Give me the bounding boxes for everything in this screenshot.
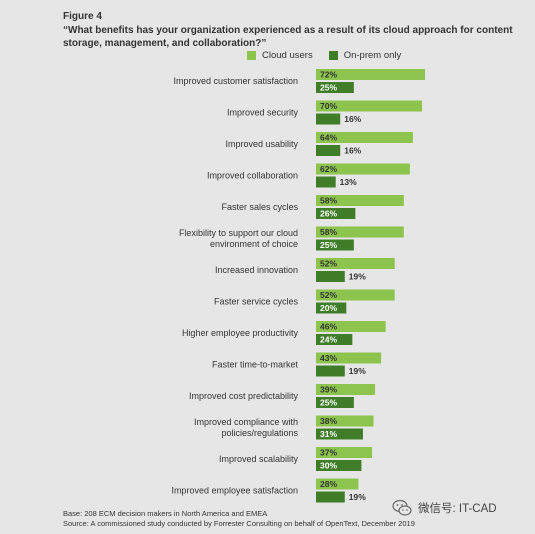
footer-source: Source: A commissioned study conducted b… <box>63 518 415 528</box>
value-label-onprem: 26% <box>320 209 337 219</box>
legend-label-cloud: Cloud users <box>262 50 313 61</box>
category-label: Improved usability <box>225 139 298 149</box>
category-label: Faster service cycles <box>214 297 299 307</box>
category-label: Increased innovation <box>215 265 298 275</box>
value-label-cloud: 52% <box>320 290 337 300</box>
value-label-onprem: 13% <box>340 177 357 187</box>
bar-onprem <box>316 239 354 251</box>
value-label-onprem: 25% <box>320 83 337 93</box>
bar-cloud <box>316 352 382 364</box>
bar-cloud <box>316 447 373 458</box>
value-label-cloud: 28% <box>320 479 337 489</box>
legend-swatch-cloud <box>247 51 256 60</box>
legend-item-onprem: On-prem only <box>328 50 402 61</box>
value-label-onprem: 19% <box>349 366 366 376</box>
value-label-cloud: 52% <box>320 259 337 269</box>
bar-cloud <box>316 195 404 206</box>
footer-base: Base: 208 ECM decision makers in North A… <box>63 509 268 518</box>
bar-cloud <box>316 132 413 143</box>
category-label: Improved customer satisfaction <box>173 76 298 86</box>
value-label-onprem: 20% <box>320 303 337 313</box>
legend-label-onprem: On-prem only <box>343 50 402 61</box>
figure-label: Figure 4 <box>63 11 102 22</box>
bar-cloud <box>316 163 410 175</box>
bar-cloud <box>316 226 404 238</box>
value-label-cloud: 43% <box>320 353 337 363</box>
category-label: Faster time-to-market <box>212 360 299 370</box>
category-label: Flexibility to support our cloud environm… <box>179 228 298 249</box>
category-label: Improved cost predictability <box>189 391 299 401</box>
bar-cloud <box>316 415 374 427</box>
bar-onprem <box>316 334 353 345</box>
bar-onprem <box>316 271 345 282</box>
value-label-cloud: 58% <box>320 196 337 206</box>
legend-swatch-onprem <box>328 51 338 60</box>
bar-cloud <box>316 478 359 490</box>
category-label: Improved collaboration <box>207 171 298 181</box>
value-label-cloud: 70% <box>320 101 337 111</box>
bar-onprem <box>316 176 336 188</box>
value-label-onprem: 19% <box>349 272 366 282</box>
value-label-cloud: 72% <box>320 70 337 80</box>
wechat-icon <box>392 499 412 516</box>
bar-cloud <box>316 384 376 395</box>
value-label-cloud: 37% <box>320 448 337 458</box>
legend-item-cloud: Cloud users <box>247 50 313 61</box>
bar-onprem <box>316 208 356 219</box>
bar-cloud <box>316 100 422 112</box>
value-label-onprem: 16% <box>344 114 361 124</box>
bar-cloud <box>316 289 395 301</box>
value-label-cloud: 46% <box>320 322 337 332</box>
bar-onprem <box>316 82 354 93</box>
category-label: Improved employee satisfaction <box>171 486 298 496</box>
bar-onprem <box>316 397 354 408</box>
bar-onprem <box>316 491 345 503</box>
category-label: Improved compliance with policies/regulat… <box>194 417 299 438</box>
category-label: Improved scalability <box>219 454 299 464</box>
value-label-onprem: 16% <box>344 146 361 156</box>
value-label-cloud: 39% <box>320 385 337 395</box>
value-label-cloud: 38% <box>320 416 337 426</box>
value-label-onprem: 31% <box>320 429 337 439</box>
bar-onprem <box>316 113 341 125</box>
chart-legend: Cloud users On-prem only <box>247 50 417 61</box>
category-label: Faster sales cycles <box>221 202 298 212</box>
value-label-cloud: 62% <box>320 164 337 174</box>
bar-cloud <box>316 321 386 332</box>
watermark-text: 微信号: IT-CAD <box>418 503 497 515</box>
value-label-onprem: 30% <box>320 461 337 471</box>
value-label-onprem: 25% <box>320 240 337 250</box>
value-label-cloud: 58% <box>320 227 337 237</box>
category-label: Improved security <box>227 108 299 118</box>
bar-onprem <box>316 365 345 377</box>
chart-footer: Base: 208 ECM decision makers in North A… <box>63 509 415 528</box>
watermark: 微信号: IT-CAD <box>392 499 497 517</box>
category-label: Higher employee productivity <box>182 328 299 338</box>
bar-onprem <box>316 460 362 471</box>
bar-onprem <box>316 145 341 156</box>
bar-onprem <box>316 302 347 314</box>
chart-question: “What benefits has your organization exp… <box>63 25 513 49</box>
bar-cloud <box>316 258 395 269</box>
bar-cloud <box>316 69 425 80</box>
value-label-onprem: 19% <box>349 492 366 502</box>
bar-onprem <box>316 428 363 440</box>
value-label-onprem: 25% <box>320 398 337 408</box>
value-label-onprem: 24% <box>320 335 337 345</box>
value-label-cloud: 64% <box>320 133 337 143</box>
